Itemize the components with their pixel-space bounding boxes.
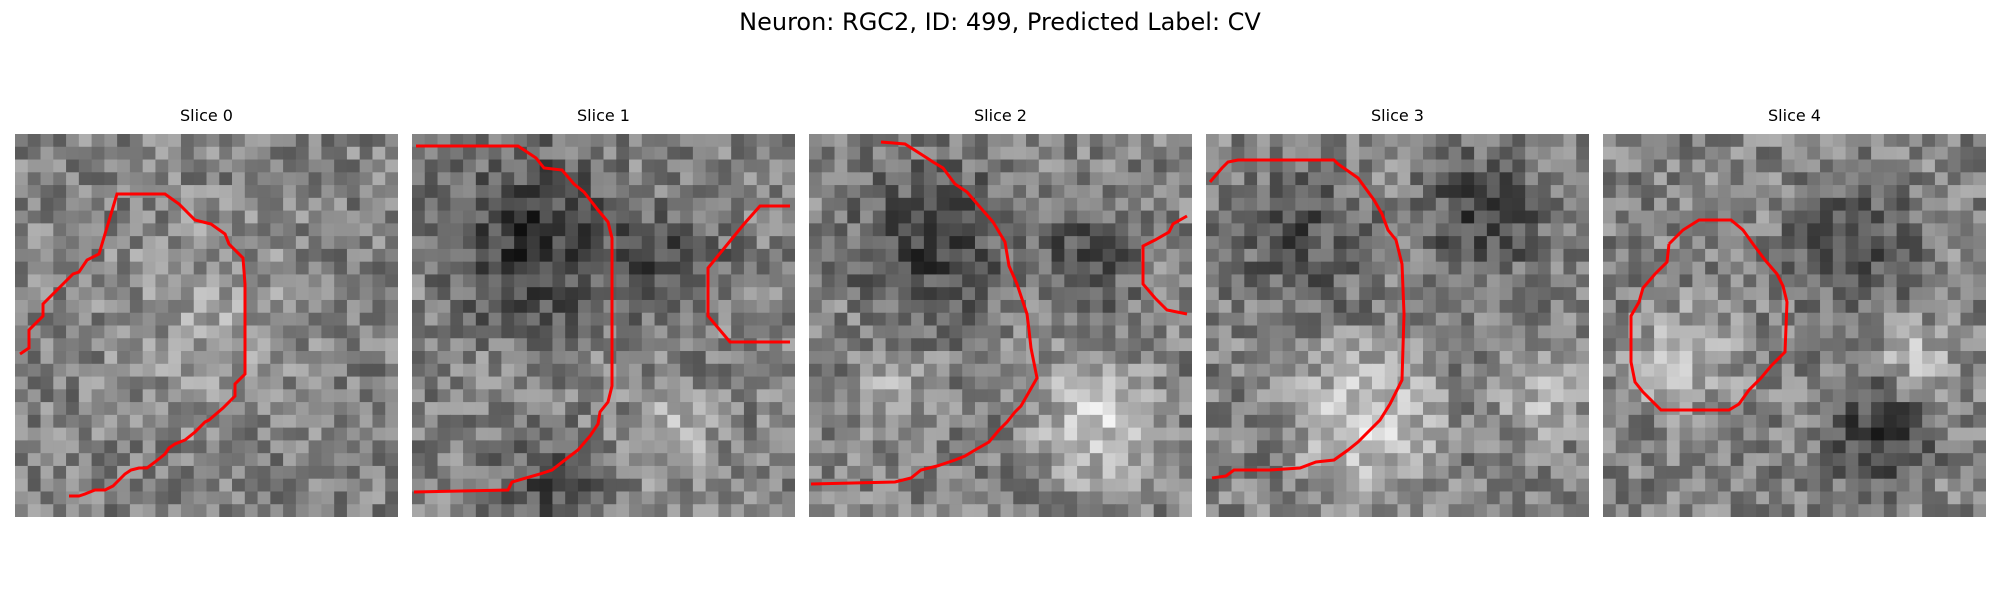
cell-contour-2b: [1141, 214, 1188, 316]
cell-contour-3: [1208, 158, 1406, 480]
slice-title-3: Slice 3: [1371, 106, 1424, 125]
cell-contour-0: [19, 192, 247, 498]
cell-contour-2a: [810, 140, 1039, 486]
slice-pixels-0: [15, 134, 398, 517]
slice-pixels-3: [1206, 134, 1589, 517]
cell-contour-1b: [706, 204, 790, 344]
slice-title-4: Slice 4: [1768, 106, 1821, 125]
slice-image-2: [809, 134, 1192, 517]
slice-title-0: Slice 0: [180, 106, 233, 125]
slice-pixels-1: [412, 134, 795, 517]
slice-title-1: Slice 1: [577, 106, 630, 125]
slice-pixels-2: [809, 134, 1192, 517]
slice-pixels-4: [1603, 134, 1986, 517]
cell-contour-4: [1629, 218, 1789, 412]
slice-image-0: [15, 134, 398, 517]
cell-contour-1a: [413, 144, 614, 494]
figure-title: Neuron: RGC2, ID: 499, Predicted Label: …: [739, 8, 1261, 36]
slice-image-3: [1206, 134, 1589, 517]
slice-image-1: [412, 134, 795, 517]
slice-image-4: [1603, 134, 1986, 517]
slice-title-2: Slice 2: [974, 106, 1027, 125]
